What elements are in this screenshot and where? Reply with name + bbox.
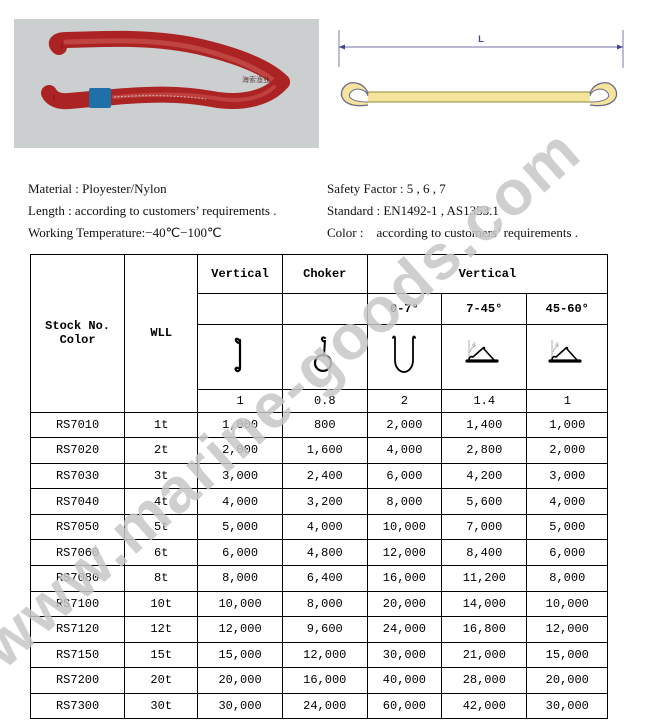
svg-text:a: a — [555, 341, 559, 348]
svg-text:海索渔业: 海索渔业 — [242, 75, 270, 84]
svg-text:L: L — [478, 34, 484, 44]
svg-text:a: a — [472, 341, 476, 348]
